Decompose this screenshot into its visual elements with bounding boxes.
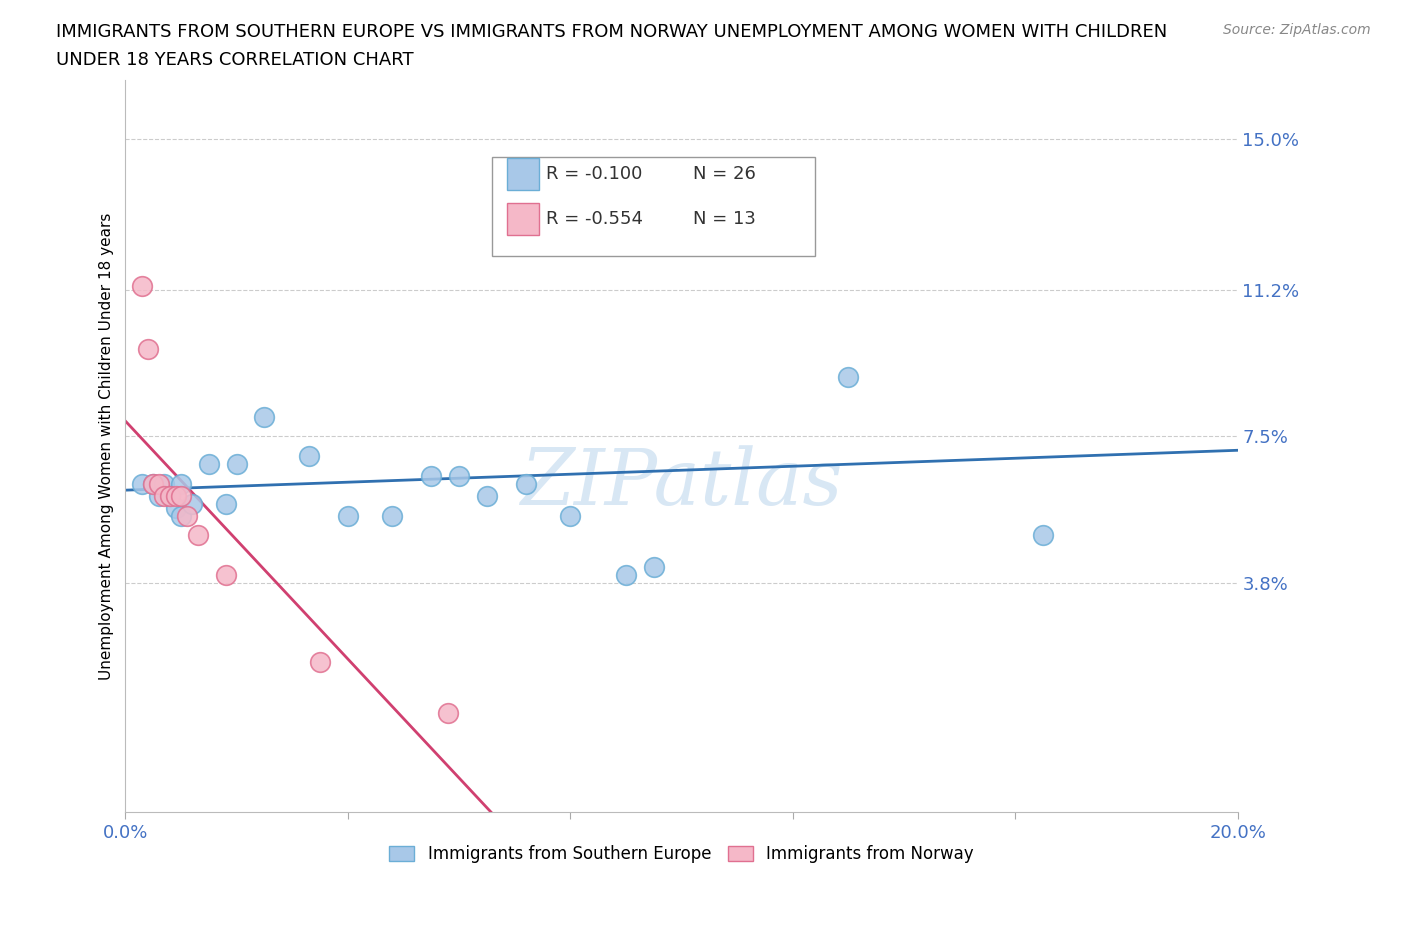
Point bbox=[142, 476, 165, 491]
Point bbox=[176, 508, 198, 523]
FancyBboxPatch shape bbox=[492, 157, 815, 256]
Point bbox=[225, 457, 247, 472]
Point bbox=[148, 476, 170, 491]
Point bbox=[309, 655, 332, 670]
Point bbox=[170, 476, 193, 491]
Text: N = 13: N = 13 bbox=[693, 210, 755, 228]
Point bbox=[298, 448, 321, 463]
Point bbox=[837, 369, 859, 384]
Point bbox=[336, 508, 359, 523]
Point bbox=[560, 508, 582, 523]
Point bbox=[614, 567, 637, 582]
FancyBboxPatch shape bbox=[508, 158, 538, 190]
Text: R = -0.100: R = -0.100 bbox=[546, 165, 643, 183]
Point bbox=[170, 508, 193, 523]
Text: ZIPatlas: ZIPatlas bbox=[520, 445, 842, 521]
Point bbox=[475, 488, 498, 503]
Legend: Immigrants from Southern Europe, Immigrants from Norway: Immigrants from Southern Europe, Immigra… bbox=[382, 839, 980, 870]
Point bbox=[181, 497, 204, 512]
Text: IMMIGRANTS FROM SOUTHERN EUROPE VS IMMIGRANTS FROM NORWAY UNEMPLOYMENT AMONG WOM: IMMIGRANTS FROM SOUTHERN EUROPE VS IMMIG… bbox=[56, 23, 1167, 41]
Point bbox=[159, 488, 181, 503]
Point bbox=[136, 342, 159, 357]
Point bbox=[437, 706, 460, 721]
Point bbox=[159, 488, 181, 503]
Point bbox=[515, 476, 537, 491]
Text: Source: ZipAtlas.com: Source: ZipAtlas.com bbox=[1223, 23, 1371, 37]
Point bbox=[165, 488, 187, 503]
Point bbox=[165, 500, 187, 515]
Y-axis label: Unemployment Among Women with Children Under 18 years: Unemployment Among Women with Children U… bbox=[100, 213, 114, 680]
Point bbox=[131, 278, 153, 293]
Text: UNDER 18 YEARS CORRELATION CHART: UNDER 18 YEARS CORRELATION CHART bbox=[56, 51, 413, 69]
Point bbox=[198, 457, 221, 472]
Point bbox=[131, 476, 153, 491]
Point bbox=[214, 567, 236, 582]
Point bbox=[1032, 528, 1054, 543]
Point bbox=[153, 488, 176, 503]
Point bbox=[170, 488, 193, 503]
Point bbox=[148, 488, 170, 503]
FancyBboxPatch shape bbox=[508, 203, 538, 235]
Point bbox=[187, 528, 209, 543]
Text: N = 26: N = 26 bbox=[693, 165, 755, 183]
Point bbox=[153, 476, 176, 491]
Point bbox=[142, 476, 165, 491]
Point bbox=[420, 469, 443, 484]
Point bbox=[643, 560, 665, 575]
Point bbox=[449, 469, 471, 484]
Point bbox=[253, 409, 276, 424]
Point bbox=[214, 497, 236, 512]
Point bbox=[381, 508, 404, 523]
Point bbox=[671, 211, 693, 226]
Text: R = -0.554: R = -0.554 bbox=[546, 210, 643, 228]
